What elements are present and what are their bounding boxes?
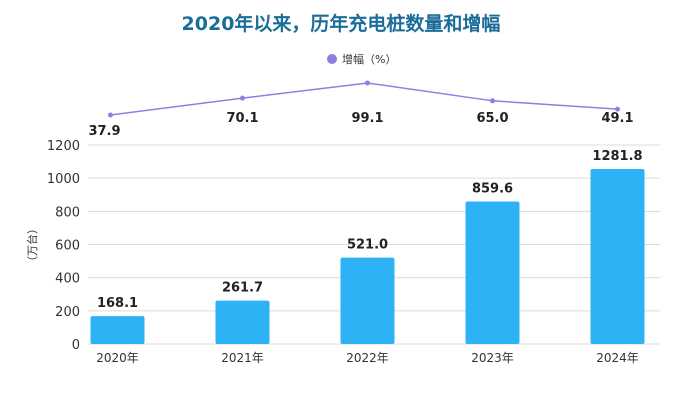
growth-value-label: 49.1: [601, 111, 633, 126]
x-tick-label: 2024年: [596, 351, 639, 365]
bar-value-label: 521.0: [347, 238, 388, 253]
y-tick-label: 1200: [47, 139, 80, 154]
y-tick-label: 800: [55, 205, 80, 220]
growth-value-label: 65.0: [476, 111, 508, 126]
bar: [465, 201, 520, 344]
y-axis-label: （万台）: [25, 223, 39, 267]
bar-value-label: 859.6: [472, 181, 513, 196]
bar: [215, 300, 270, 344]
bar: [590, 169, 645, 344]
y-tick-label: 400: [55, 272, 80, 287]
x-tick-label: 2023年: [471, 351, 514, 365]
growth-point: [615, 106, 620, 112]
growth-point: [365, 80, 370, 86]
legend-label: 增幅（%）: [342, 52, 396, 66]
growth-point: [108, 112, 113, 118]
x-tick-label: 2021年: [221, 351, 264, 365]
y-tick-label: 0: [72, 338, 80, 353]
legend-marker: [327, 54, 337, 64]
growth-value-label: 37.9: [88, 124, 120, 139]
bar: [340, 257, 395, 344]
growth-point: [490, 98, 495, 104]
bar-value-label: 168.1: [97, 296, 138, 311]
growth-point: [240, 95, 245, 101]
y-tick-label: 1000: [47, 172, 80, 187]
y-tick-label: 600: [55, 239, 80, 254]
legend: 增幅（%）: [327, 52, 396, 66]
bar: [90, 316, 145, 344]
bar-value-label: 1281.8: [592, 149, 642, 164]
chart-title: 2020年以来，历年充电桩数量和增幅: [182, 12, 501, 35]
x-tick-label: 2022年: [346, 351, 389, 365]
bar-value-label: 261.7: [222, 281, 263, 296]
x-tick-label: 2020年: [96, 351, 139, 365]
growth-value-label: 99.1: [351, 111, 383, 126]
y-tick-label: 200: [55, 305, 80, 320]
growth-value-label: 70.1: [226, 111, 258, 126]
